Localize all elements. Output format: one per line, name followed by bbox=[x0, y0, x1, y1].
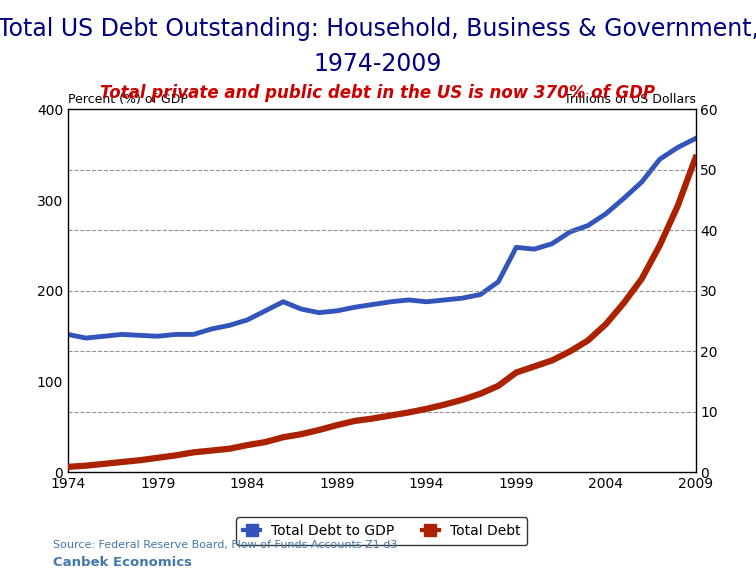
Total Debt to GDP bbox=[422, 298, 431, 305]
Total Debt bbox=[261, 439, 270, 446]
Total Debt bbox=[565, 348, 575, 355]
Text: Total private and public debt in the US is now 370% of GDP: Total private and public debt in the US … bbox=[101, 84, 655, 101]
Total Debt to GDP bbox=[296, 305, 305, 312]
Total Debt bbox=[171, 452, 180, 459]
Total Debt bbox=[368, 415, 377, 422]
Total Debt bbox=[512, 369, 521, 376]
Total Debt to GDP bbox=[440, 297, 449, 304]
Total Debt bbox=[225, 445, 234, 452]
Total Debt bbox=[404, 409, 414, 416]
Total Debt to GDP bbox=[512, 244, 521, 251]
Total Debt to GDP bbox=[619, 195, 628, 202]
Total Debt bbox=[296, 431, 305, 438]
Total Debt to GDP bbox=[637, 179, 646, 185]
Total Debt bbox=[691, 154, 700, 161]
Total Debt bbox=[476, 391, 485, 397]
Total Debt bbox=[530, 363, 539, 370]
Total Debt to GDP bbox=[368, 301, 377, 308]
Total Debt bbox=[117, 458, 126, 465]
Total Debt bbox=[243, 442, 252, 449]
Total Debt bbox=[64, 464, 73, 471]
Total Debt to GDP bbox=[189, 331, 198, 338]
Total Debt to GDP bbox=[458, 295, 467, 302]
Total Debt to GDP bbox=[279, 298, 288, 305]
Total Debt bbox=[314, 426, 324, 434]
Text: 1974-2009: 1974-2009 bbox=[314, 52, 442, 76]
Total Debt to GDP bbox=[99, 333, 108, 340]
Text: Percent (%) of GDP: Percent (%) of GDP bbox=[68, 93, 188, 106]
Line: Total Debt: Total Debt bbox=[68, 158, 696, 467]
Total Debt bbox=[458, 396, 467, 403]
Total Debt bbox=[584, 337, 593, 344]
Total Debt bbox=[655, 242, 665, 249]
Total Debt bbox=[350, 418, 359, 425]
Total Debt to GDP bbox=[494, 278, 503, 285]
Total Debt to GDP bbox=[584, 222, 593, 229]
Total Debt bbox=[547, 357, 556, 364]
Total Debt to GDP bbox=[171, 331, 180, 338]
Total Debt to GDP bbox=[82, 335, 91, 342]
Total Debt to GDP bbox=[565, 229, 575, 236]
Total Debt bbox=[135, 457, 144, 464]
Total Debt bbox=[637, 275, 646, 282]
Total Debt bbox=[422, 406, 431, 412]
Total Debt to GDP bbox=[153, 333, 163, 340]
Total Debt to GDP bbox=[314, 309, 324, 316]
Total Debt bbox=[207, 447, 216, 454]
Total Debt to GDP bbox=[135, 332, 144, 339]
Total Debt to GDP bbox=[530, 246, 539, 253]
Total Debt bbox=[673, 203, 682, 210]
Total Debt to GDP bbox=[243, 316, 252, 323]
Total Debt to GDP bbox=[350, 304, 359, 310]
Total Debt to GDP bbox=[386, 298, 395, 305]
Text: Source: Federal Reserve Board, Flow of Funds Accounts Z1 d3: Source: Federal Reserve Board, Flow of F… bbox=[53, 540, 398, 550]
Total Debt to GDP bbox=[404, 297, 414, 304]
Text: Canbek Economics: Canbek Economics bbox=[53, 556, 192, 569]
Total Debt to GDP bbox=[64, 331, 73, 338]
Total Debt bbox=[440, 401, 449, 408]
Total Debt to GDP bbox=[673, 144, 682, 151]
Total Debt to GDP bbox=[333, 308, 342, 314]
Total Debt bbox=[82, 462, 91, 469]
Total Debt to GDP bbox=[117, 331, 126, 338]
Text: Total US Debt Outstanding: Household, Business & Government,: Total US Debt Outstanding: Household, Bu… bbox=[0, 17, 756, 41]
Total Debt bbox=[333, 422, 342, 429]
Total Debt to GDP bbox=[655, 156, 665, 163]
Total Debt bbox=[619, 300, 628, 306]
Total Debt bbox=[189, 449, 198, 456]
Total Debt to GDP bbox=[691, 135, 700, 142]
Total Debt to GDP bbox=[225, 322, 234, 329]
Total Debt bbox=[494, 382, 503, 389]
Total Debt to GDP bbox=[547, 240, 556, 247]
Text: Trillions of US Dollars: Trillions of US Dollars bbox=[564, 93, 696, 106]
Total Debt to GDP bbox=[601, 210, 610, 217]
Total Debt bbox=[279, 434, 288, 441]
Total Debt bbox=[386, 412, 395, 419]
Total Debt bbox=[153, 454, 163, 461]
Line: Total Debt to GDP: Total Debt to GDP bbox=[68, 138, 696, 338]
Total Debt to GDP bbox=[261, 308, 270, 314]
Total Debt bbox=[99, 460, 108, 467]
Total Debt to GDP bbox=[476, 291, 485, 298]
Legend: Total Debt to GDP, Total Debt: Total Debt to GDP, Total Debt bbox=[236, 517, 528, 545]
Total Debt to GDP bbox=[207, 325, 216, 332]
Total Debt bbox=[601, 321, 610, 328]
